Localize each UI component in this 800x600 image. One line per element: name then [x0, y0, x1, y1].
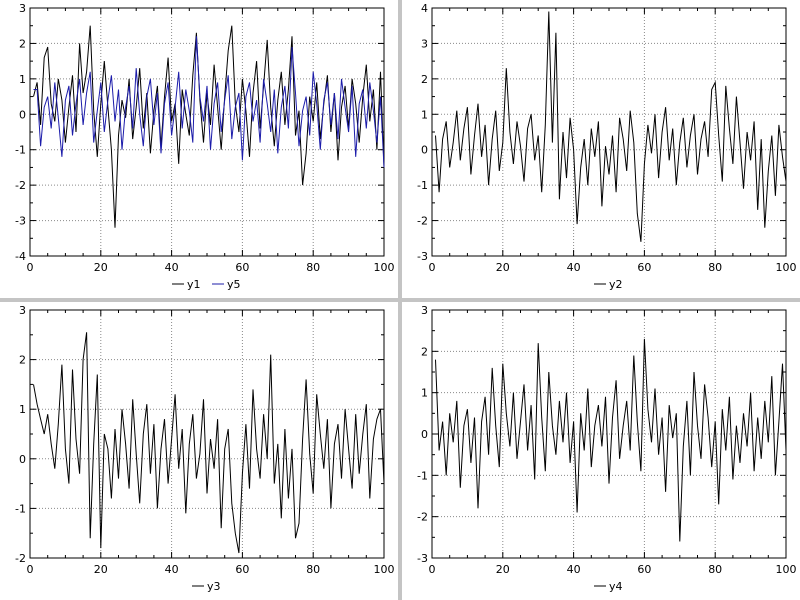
y-tick-label: 2	[421, 73, 428, 86]
legend: y3	[192, 580, 221, 593]
x-tick-label: 60	[637, 563, 651, 576]
y-tick-label: 3	[19, 2, 26, 15]
x-tick-label: 60	[235, 563, 249, 576]
x-tick-label: 100	[374, 261, 395, 274]
y-tick-label: -1	[15, 144, 26, 157]
axis-ticks	[29, 309, 385, 559]
x-tick-label: 0	[429, 563, 436, 576]
tick-labels: 0 20 40 60 80 100 -3 -2 -1 0 1 2 3 4	[417, 2, 796, 274]
gridlines	[30, 310, 384, 558]
legend-label: y1	[187, 278, 201, 291]
tick-labels: 0 20 40 60 80 100 -2 -1 0 1 2 3	[15, 304, 394, 576]
y-tick-label: -1	[417, 469, 428, 482]
chart-y4: 0 20 40 60 80 100 -3 -2 -1 0 1 2 3 y4	[417, 304, 796, 593]
y-tick-label: 0	[421, 428, 428, 441]
series-y2-line	[435, 11, 787, 242]
tick-labels: 0 20 40 60 80 100 -4 -3 -2 -1 0 1 2 3	[15, 2, 394, 274]
chart-panel-y4: 0 20 40 60 80 100 -3 -2 -1 0 1 2 3 y4	[402, 302, 800, 600]
x-tick-label: 100	[776, 261, 797, 274]
y-tick-label: -2	[15, 179, 26, 192]
legend: y2	[594, 278, 623, 291]
axis-ticks	[431, 7, 787, 257]
legend: y1 y5	[172, 278, 241, 291]
y-tick-label: 2	[19, 37, 26, 50]
y-tick-label: -3	[417, 552, 428, 565]
y-tick-label: 1	[421, 387, 428, 400]
x-tick-label: 20	[94, 261, 108, 274]
gridlines	[432, 8, 786, 256]
y-tick-label: 0	[19, 453, 26, 466]
legend-label: y5	[227, 278, 241, 291]
chart-panel-y3: 0 20 40 60 80 100 -2 -1 0 1 2 3 y3	[0, 302, 398, 600]
legend-label: y2	[609, 278, 623, 291]
y-tick-label: 3	[421, 37, 428, 50]
x-tick-label: 0	[429, 261, 436, 274]
x-tick-label: 20	[496, 563, 510, 576]
y-tick-label: -1	[15, 502, 26, 515]
series-y4-line	[435, 338, 787, 542]
axis-ticks	[431, 309, 787, 559]
y-tick-label: 1	[19, 73, 26, 86]
x-tick-label: 80	[708, 261, 722, 274]
y-tick-label: 0	[19, 108, 26, 121]
y-tick-label: 2	[19, 354, 26, 367]
y-tick-label: -1	[417, 179, 428, 192]
x-tick-label: 60	[637, 261, 651, 274]
x-tick-label: 80	[306, 261, 320, 274]
legend-label: y4	[609, 580, 623, 593]
x-tick-label: 80	[306, 563, 320, 576]
x-tick-label: 60	[235, 261, 249, 274]
x-tick-label: 20	[94, 563, 108, 576]
y-tick-label: -3	[15, 215, 26, 228]
axis-ticks	[29, 7, 385, 257]
gridlines	[432, 310, 786, 558]
y-tick-label: 1	[19, 403, 26, 416]
x-tick-label: 100	[776, 563, 797, 576]
x-tick-label: 0	[27, 261, 34, 274]
x-tick-label: 20	[496, 261, 510, 274]
legend-label: y3	[207, 580, 221, 593]
x-tick-label: 40	[567, 563, 581, 576]
y-tick-label: -4	[15, 250, 26, 263]
y-tick-label: 0	[421, 144, 428, 157]
y-tick-label: 3	[421, 304, 428, 317]
y-tick-label: 1	[421, 108, 428, 121]
y-tick-label: 3	[19, 304, 26, 317]
chart-y3: 0 20 40 60 80 100 -2 -1 0 1 2 3 y3	[15, 304, 394, 593]
y-tick-label: -2	[417, 215, 428, 228]
series-y3-line	[33, 332, 385, 554]
chart-y2: 0 20 40 60 80 100 -3 -2 -1 0 1 2 3 4 y2	[417, 2, 796, 291]
y-tick-label: -3	[417, 250, 428, 263]
x-tick-label: 80	[708, 563, 722, 576]
tick-labels: 0 20 40 60 80 100 -3 -2 -1 0 1 2 3	[417, 304, 796, 576]
x-tick-label: 40	[165, 563, 179, 576]
chart-panel-y2: 0 20 40 60 80 100 -3 -2 -1 0 1 2 3 4 y2	[402, 0, 800, 298]
y-tick-label: -2	[417, 511, 428, 524]
x-tick-label: 40	[165, 261, 179, 274]
x-tick-label: 40	[567, 261, 581, 274]
y-tick-label: 4	[421, 2, 428, 15]
y-tick-label: -2	[15, 552, 26, 565]
series-y5-line	[33, 36, 385, 168]
chart-panel-y1-y5: 0 20 40 60 80 100 -4 -3 -2 -1 0 1 2 3 y1 y5	[0, 0, 398, 298]
plot-frame	[29, 309, 385, 559]
legend: y4	[594, 580, 623, 593]
chart-y1-y5: 0 20 40 60 80 100 -4 -3 -2 -1 0 1 2 3 y1 y5	[15, 2, 394, 291]
x-tick-label: 0	[27, 563, 34, 576]
x-tick-label: 100	[374, 563, 395, 576]
y-tick-label: 2	[421, 345, 428, 358]
